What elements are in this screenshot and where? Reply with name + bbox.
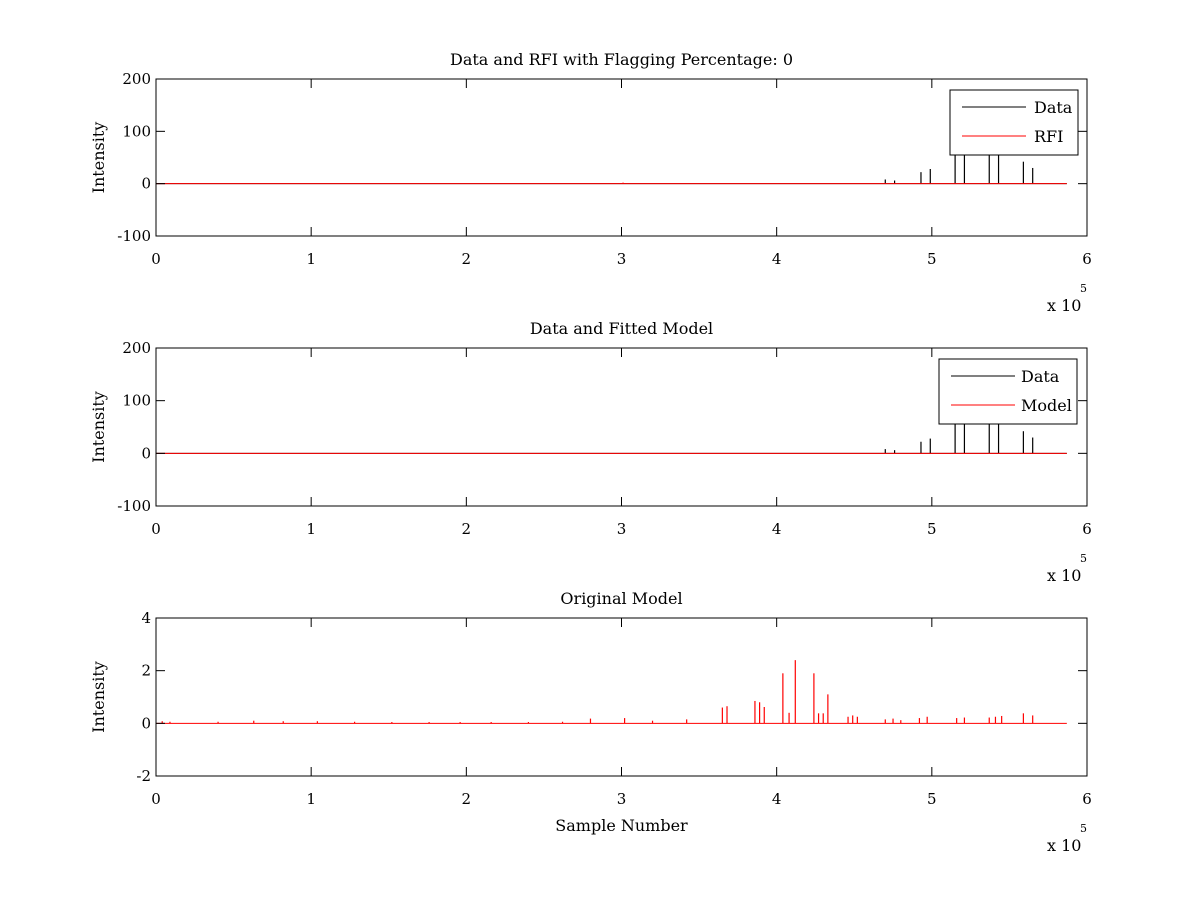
subplot-1-xtick-label-6: 6 bbox=[1082, 250, 1092, 268]
subplot-3-xtick-label-6: 6 bbox=[1082, 790, 1092, 808]
subplot-3-ytick-label-0: -2 bbox=[136, 767, 151, 785]
subplot-1-x-exponent-power: 5 bbox=[1080, 282, 1087, 295]
subplot-2-xtick-label-6: 6 bbox=[1082, 520, 1092, 538]
subplot-2-xtick-label-0: 0 bbox=[151, 520, 161, 538]
subplot-1-ytick-label-2: 100 bbox=[122, 122, 151, 140]
subplot-1-legend: Data RFI bbox=[949, 89, 1079, 156]
subplot-1-xtick-label-0: 0 bbox=[151, 250, 161, 268]
subplot-2-xtick-label-2: 2 bbox=[462, 520, 472, 538]
subplot-2-ytick-label-1: 0 bbox=[141, 444, 151, 462]
subplot-3-x-exponent-power: 5 bbox=[1080, 822, 1087, 835]
subplot-1-ytick-label-3: 200 bbox=[122, 70, 151, 88]
subplot-3-marks bbox=[156, 660, 1067, 724]
subplot-2-ytick-label-2: 100 bbox=[122, 392, 151, 410]
subplot-2-title: Data and Fitted Model bbox=[530, 319, 713, 338]
subplot-1-ytick-label-0: -100 bbox=[117, 227, 151, 245]
subplot-3: Original Model Intensity Sample Number x… bbox=[89, 589, 1092, 855]
subplot-2-x-exponent: x 10 bbox=[1047, 566, 1081, 585]
subplot-1-xtick-label-3: 3 bbox=[617, 250, 627, 268]
subplot-1-x-exponent-base: x 10 bbox=[1047, 296, 1081, 315]
subplot-3-x-exponent-base: x 10 bbox=[1047, 836, 1081, 855]
subplot-3-xtick-label-2: 2 bbox=[462, 790, 472, 808]
subplot-2: Data and Fitted Model Intensity x 10 5 0… bbox=[89, 319, 1092, 585]
subplot-2-xtick-label-1: 1 bbox=[306, 520, 316, 538]
subplot-2-legend: Data Model bbox=[938, 358, 1078, 425]
subplot-3-xtick-label-0: 0 bbox=[151, 790, 161, 808]
subplot-3-ytick-label-3: 4 bbox=[141, 609, 151, 627]
subplot-1-legend-box bbox=[949, 89, 1079, 156]
subplot-3-title: Original Model bbox=[560, 589, 682, 608]
subplot-2-ylabel: Intensity bbox=[89, 391, 108, 463]
subplot-1-xtick-label-2: 2 bbox=[462, 250, 472, 268]
subplot-1-legend-entry-0: Data bbox=[1034, 98, 1073, 117]
subplot-2-x-exponent-power: 5 bbox=[1080, 552, 1087, 565]
subplot-3-xtick-label-3: 3 bbox=[617, 790, 627, 808]
subplot-1-xtick-label-4: 4 bbox=[772, 250, 782, 268]
subplot-2-legend-entry-1: Model bbox=[1021, 396, 1072, 415]
subplot-1-title: Data and RFI with Flagging Percentage: 0 bbox=[450, 50, 793, 69]
subplot-2-ytick-label-3: 200 bbox=[122, 339, 151, 357]
subplot-3-ytick-label-1: 0 bbox=[141, 714, 151, 732]
subplot-1-x-exponent: x 10 bbox=[1047, 296, 1081, 315]
subplot-1-ylabel: Intensity bbox=[89, 122, 108, 194]
subplot-3-xtick-label-5: 5 bbox=[927, 790, 937, 808]
subplot-1-xtick-label-1: 1 bbox=[306, 250, 316, 268]
subplot-2-legend-box bbox=[938, 358, 1078, 425]
subplot-2-xtick-label-3: 3 bbox=[617, 520, 627, 538]
subplot-1-legend-entry-1: RFI bbox=[1034, 127, 1063, 146]
subplot-3-x-exponent: x 10 bbox=[1047, 836, 1081, 855]
subplot-2-xtick-label-5: 5 bbox=[927, 520, 937, 538]
subplot-2-xtick-label-4: 4 bbox=[772, 520, 782, 538]
subplot-3-xtick-label-4: 4 bbox=[772, 790, 782, 808]
subplot-3-ylabel: Intensity bbox=[89, 661, 108, 733]
subplot-2-ytick-label-0: -100 bbox=[117, 497, 151, 515]
subplot-2-legend-entry-0: Data bbox=[1021, 367, 1060, 386]
subplot-1-marks bbox=[156, 152, 1067, 185]
subplot-2-marks bbox=[156, 421, 1067, 454]
subplot-3-ytick-label-2: 2 bbox=[141, 662, 151, 680]
subplot-1: Data and RFI with Flagging Percentage: 0… bbox=[89, 50, 1092, 315]
subplot-1-xtick-label-5: 5 bbox=[927, 250, 937, 268]
subplot-3-xlabel: Sample Number bbox=[555, 816, 688, 835]
subplot-1-ytick-label-1: 0 bbox=[141, 175, 151, 193]
subplot-2-x-exponent-base: x 10 bbox=[1047, 566, 1081, 585]
subplot-3-xtick-label-1: 1 bbox=[306, 790, 316, 808]
